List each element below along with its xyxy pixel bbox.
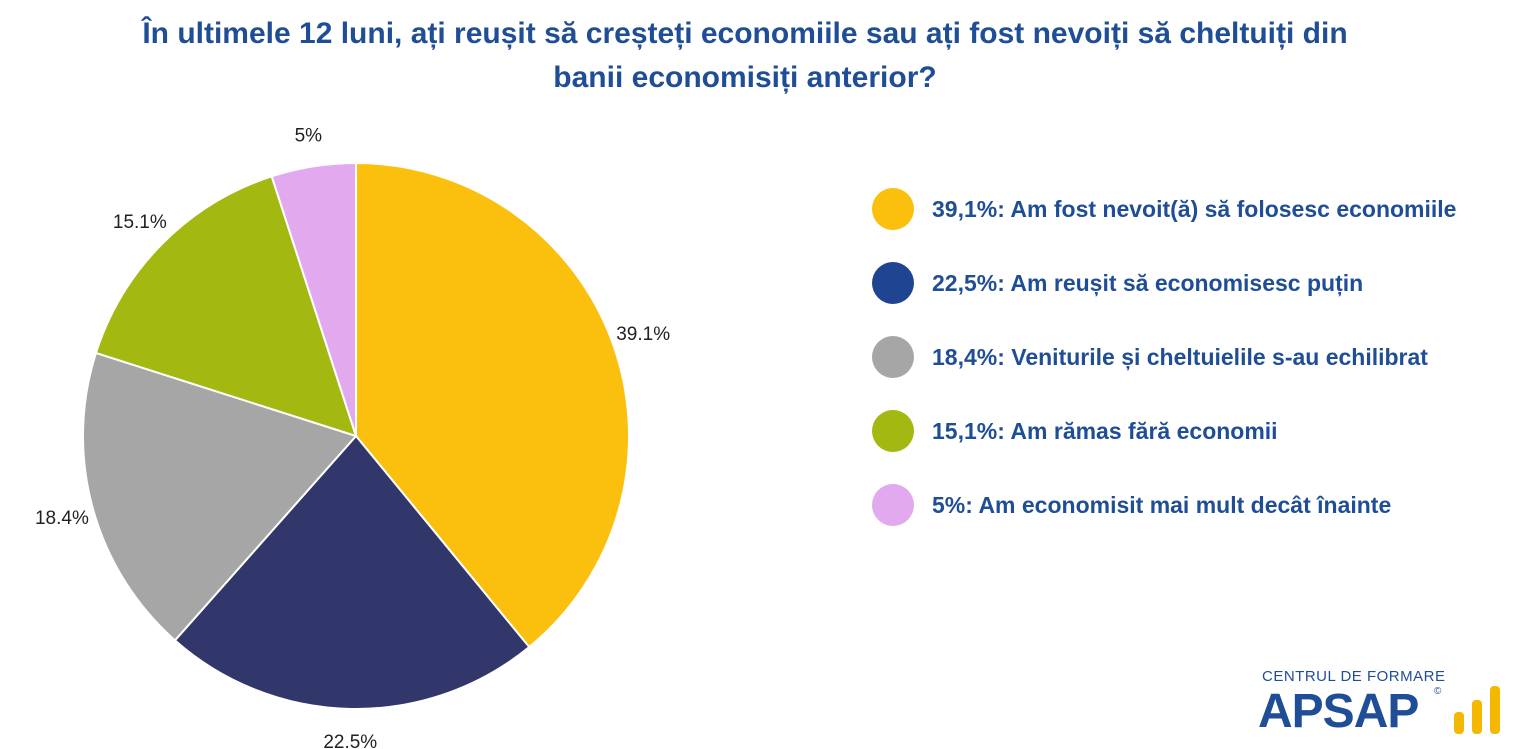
pie-chart: 39.1% 22.5% 18.4% 15.1% 5% — [35, 126, 670, 749]
legend-dot — [872, 262, 914, 304]
legend-label: 39,1%: Am fost nevoit(ă) să folosesc eco… — [932, 195, 1457, 222]
pie-slice — [173, 434, 531, 710]
logo-wordmark: APSAP — [1258, 685, 1419, 738]
legend-dot — [872, 188, 914, 230]
pie-slice — [94, 175, 358, 438]
legend-dot — [872, 336, 914, 378]
legend-label: 15,1%: Am rămas fără economii — [932, 417, 1278, 444]
legend-item: 15,1%: Am rămas fără economii — [872, 408, 1456, 454]
logo-bar-icon — [1490, 686, 1500, 734]
pie-slice — [270, 161, 357, 437]
legend-item: 18,4%: Veniturile și cheltuielile s-au e… — [872, 334, 1456, 380]
legend-label: 22,5%: Am reușit să economisesc puțin — [932, 269, 1364, 296]
legend-dot — [872, 484, 914, 526]
legend-item: 22,5%: Am reușit să economisesc puțin — [872, 260, 1456, 306]
pie-slice — [82, 351, 358, 642]
logo-subtitle: CENTRUL DE FORMARE — [1262, 668, 1446, 685]
chart-title: În ultimele 12 luni, ați reușit să creșt… — [30, 12, 1460, 100]
logo-bar-icon — [1454, 712, 1464, 734]
legend: 39,1%: Am fost nevoit(ă) să folosesc eco… — [872, 186, 1456, 556]
legend-label: 18,4%: Veniturile și cheltuielile s-au e… — [932, 343, 1428, 370]
legend-label: 5%: Am economisit mai mult decât înainte — [932, 491, 1392, 518]
logo-copyright-mark: © — [1434, 686, 1442, 697]
title-line-2: banii economisiți anterior? — [553, 61, 937, 94]
legend-item: 5%: Am economisit mai mult decât înainte — [872, 482, 1456, 528]
apsap-logo: CENTRUL DE FORMARE APSAP © — [1258, 666, 1518, 742]
slice-data-label: 22.5% — [323, 732, 377, 749]
title-line-1: În ultimele 12 luni, ați reușit să creșt… — [142, 17, 1348, 50]
slice-data-label: 15.1% — [113, 212, 167, 233]
slice-data-label: 18.4% — [35, 508, 89, 529]
legend-item: 39,1%: Am fost nevoit(ă) să folosesc eco… — [872, 186, 1456, 232]
slice-data-label: 39.1% — [616, 324, 670, 345]
legend-dot — [872, 410, 914, 452]
logo-bar-icon — [1472, 700, 1482, 734]
slice-data-label: 5% — [295, 126, 323, 147]
pie-slice — [355, 161, 630, 649]
